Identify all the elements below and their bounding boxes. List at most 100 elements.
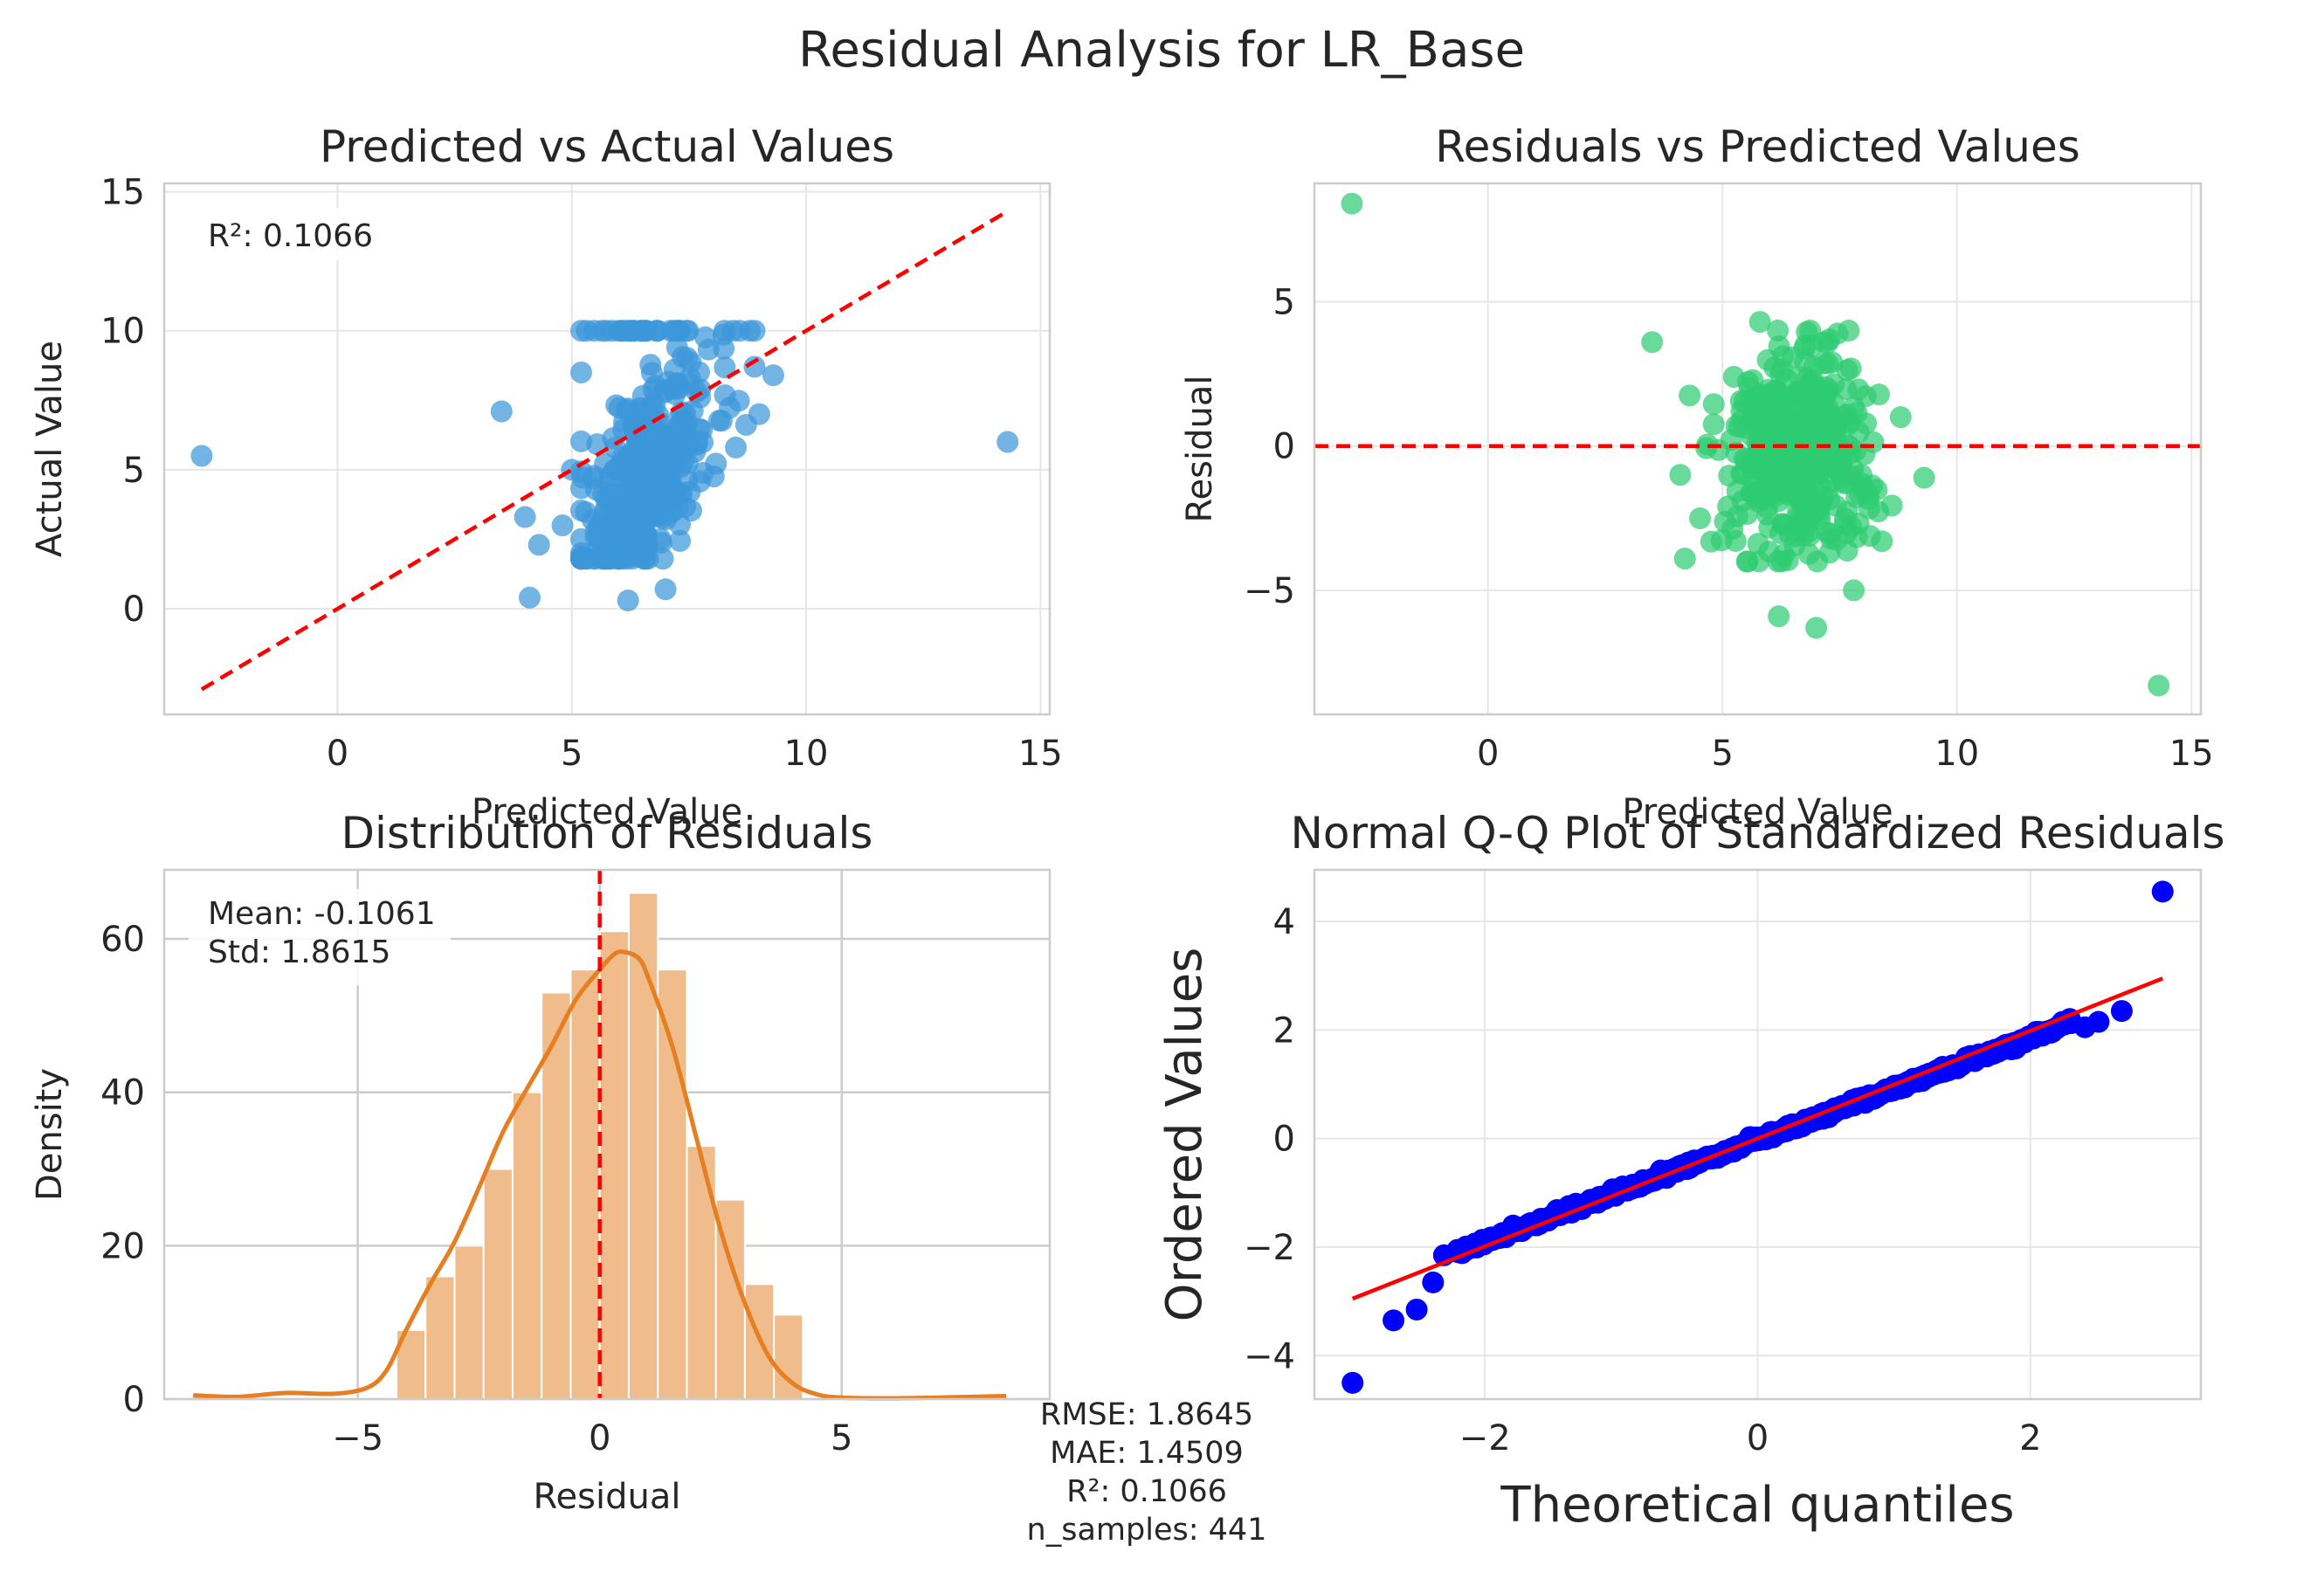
x-axis-label: Predicted Value <box>472 792 742 832</box>
data-point <box>1767 397 1790 420</box>
histogram-bar <box>627 892 659 1400</box>
metrics-box: RMSE: 1.8645 MAE: 1.4509 R²: 0.1066 n_sa… <box>1027 1397 1267 1548</box>
data-point <box>1679 384 1701 407</box>
data-point <box>748 403 770 425</box>
data-point <box>1714 510 1736 533</box>
x-tick-label: 0 <box>327 734 348 774</box>
data-point <box>1845 439 1867 462</box>
data-point <box>1641 331 1664 354</box>
panel-predicted-vs-actual: 0 5 10 15 0 5 10 15 R²: 0.1066 Predicted vs Actua… <box>30 121 1063 832</box>
data-point <box>679 351 702 374</box>
data-point <box>650 479 672 501</box>
y-axis-label: Actual Value <box>30 341 70 557</box>
data-point <box>598 548 621 570</box>
histogram-bar <box>453 1245 485 1400</box>
panel-title: Normal Q-Q Plot of Standardized Residual… <box>1290 808 2224 859</box>
data-point <box>514 506 536 528</box>
data-point <box>1794 473 1817 496</box>
qq-point <box>1422 1271 1445 1293</box>
data-point <box>1836 359 1859 382</box>
data-point <box>1847 512 1870 534</box>
data-point <box>996 431 1019 453</box>
y-tick-label: −2 <box>1244 1228 1295 1268</box>
data-point <box>1751 411 1774 434</box>
histogram-bar <box>773 1314 804 1401</box>
y-tick-label: 15 <box>100 173 145 213</box>
data-point <box>1747 533 1769 555</box>
data-point <box>725 436 748 459</box>
data-point <box>1835 378 1858 401</box>
x-tick-label: 15 <box>2169 734 2214 774</box>
data-point <box>1757 378 1780 401</box>
data-point <box>1730 399 1753 422</box>
metric-mae: MAE: 1.4509 <box>1050 1436 1244 1471</box>
data-point <box>588 527 610 549</box>
panel-title: Residuals vs Predicted Values <box>1435 121 2080 172</box>
fit-line <box>1351 976 2164 1301</box>
qq-point <box>1341 1371 1364 1394</box>
histogram-bar <box>424 1275 456 1401</box>
histogram-bar <box>569 969 601 1401</box>
panel-title: Distribution of Residuals <box>341 808 873 859</box>
y-tick-label: −5 <box>1244 571 1295 611</box>
figure-suptitle: Residual Analysis for LR_Base <box>798 22 1525 79</box>
data-point <box>1796 321 1818 343</box>
x-axis-label: Theoretical quantiles <box>1500 1477 2014 1534</box>
data-point <box>648 505 671 528</box>
x-tick-label: −5 <box>332 1418 383 1458</box>
qq-point <box>2151 880 2174 903</box>
data-point <box>1867 383 1890 406</box>
y-tick-label: −4 <box>1244 1336 1295 1376</box>
x-tick-label: 0 <box>1477 734 1499 774</box>
x-tick-label: 10 <box>784 734 829 774</box>
x-tick-label: 0 <box>589 1418 610 1458</box>
x-tick-label: 2 <box>2019 1418 2041 1458</box>
data-point <box>1805 617 1828 639</box>
axes-frame <box>162 182 1052 716</box>
y-axis-label: Density <box>30 1068 70 1201</box>
panel-title: Predicted vs Actual Values <box>320 121 894 172</box>
x-tick-label: 5 <box>1711 734 1733 774</box>
data-point <box>569 361 592 383</box>
data-point <box>739 320 762 342</box>
data-point <box>1722 365 1745 388</box>
data-point <box>633 521 656 544</box>
data-point <box>1913 466 1935 489</box>
data-point <box>762 364 784 387</box>
data-point <box>654 578 677 601</box>
data-point <box>1843 579 1865 602</box>
y-axis-label: Ordered Values <box>1156 948 1213 1322</box>
data-point <box>1696 433 1719 456</box>
histogram-bar <box>482 1168 514 1400</box>
x-tick-label: 5 <box>561 734 583 774</box>
y-tick-label: 60 <box>100 920 145 960</box>
data-point <box>569 499 592 521</box>
data-point <box>686 433 708 456</box>
data-point <box>728 390 750 412</box>
panel-qq-plot: −2 0 2 −4 −2 0 2 4 Normal Q-Q Plot of Standardiz… <box>1156 808 2225 1534</box>
data-point <box>190 445 213 467</box>
data-point <box>1736 550 1759 573</box>
data-point <box>1766 449 1789 472</box>
y-tick-label: 5 <box>123 451 145 491</box>
data-point <box>1880 494 1903 517</box>
data-point <box>1772 513 1795 535</box>
data-point <box>1836 403 1859 425</box>
metric-r2: R²: 0.1066 <box>1066 1474 1227 1509</box>
data-point <box>667 418 690 441</box>
data-point <box>667 320 690 342</box>
histogram-bar <box>598 930 630 1400</box>
data-point <box>1889 406 1912 429</box>
data-point <box>551 514 574 537</box>
metric-rmse: RMSE: 1.8645 <box>1040 1397 1253 1432</box>
data-point <box>642 378 665 401</box>
data-point <box>1816 383 1838 405</box>
y-tick-label: 0 <box>123 1380 145 1420</box>
qq-point <box>2110 1000 2133 1023</box>
y-tick-label: 4 <box>1273 902 1295 942</box>
histogram-bar <box>511 1091 543 1401</box>
data-point <box>569 528 592 550</box>
data-point <box>640 362 663 384</box>
data-point <box>1806 550 1829 573</box>
y-tick-label: 20 <box>100 1226 145 1266</box>
